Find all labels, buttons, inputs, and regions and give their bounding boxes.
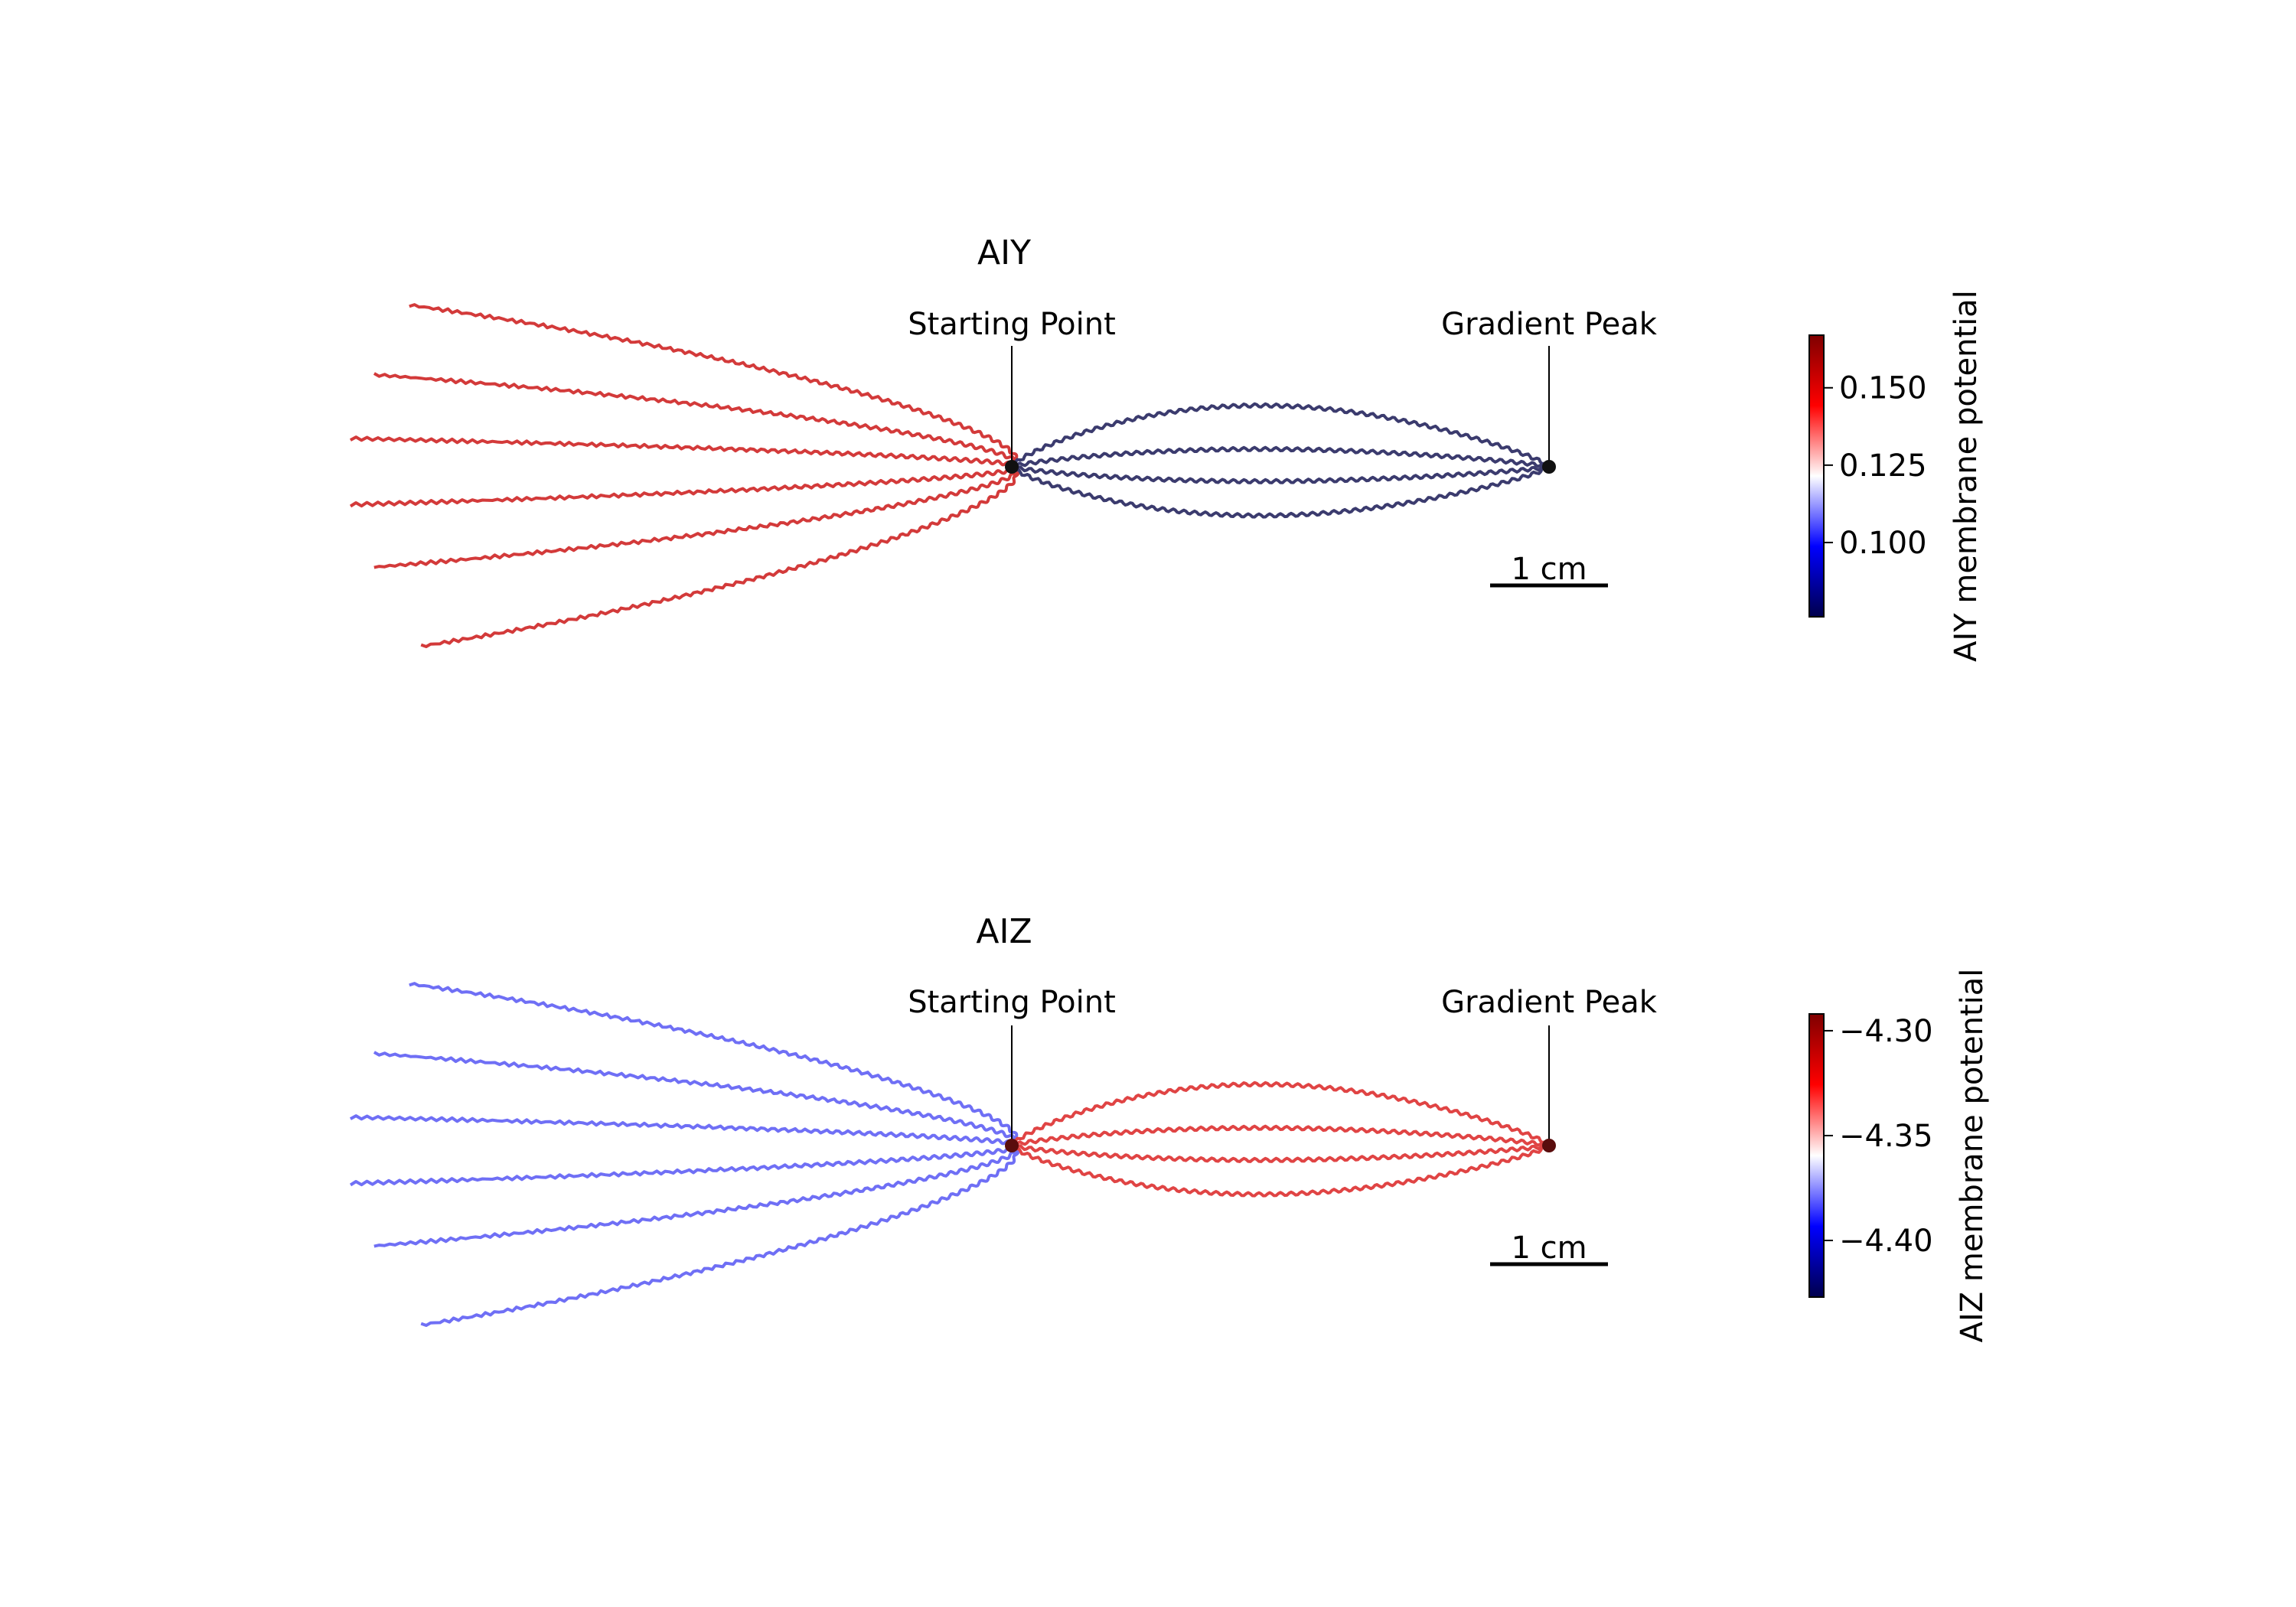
trajectory-away: [373, 465, 1019, 569]
start-point-marker: [1005, 460, 1019, 474]
colorbar: 0.100 0.125 0.150 AIY membrane potential: [1808, 290, 1984, 662]
trajectory-toward: [1011, 1124, 1546, 1149]
colorbar-tick-label: −4.30: [1839, 1014, 1933, 1049]
trajectory-toward: [1010, 466, 1545, 519]
colorbar-gradient: [1808, 334, 1825, 618]
peak-marker: [1542, 460, 1556, 474]
panel-title: AIZ: [976, 912, 1032, 951]
panel-aiz: AIZ Starting Point Gradient Peak 1 cm −4…: [349, 912, 1990, 1343]
start-annotation-label: Starting Point: [908, 985, 1116, 1020]
panel-title: AIY: [977, 233, 1031, 272]
trajectory-away: [409, 982, 1019, 1148]
trajectory-away: [373, 372, 1018, 469]
trajectory-toward: [1011, 402, 1545, 468]
trajectories-toward: [1010, 1081, 1546, 1198]
trajectory-away: [373, 1144, 1019, 1248]
trajectory-toward: [1010, 1145, 1545, 1198]
panel-aiy: AIY Starting Point Gradient Peak 1 cm 0.…: [349, 233, 1984, 662]
trajectories-toward: [1010, 402, 1546, 519]
peak-annotation-label: Gradient Peak: [1441, 307, 1658, 342]
trajectory-toward: [1011, 1081, 1545, 1147]
colorbar-tick-label: −4.35: [1839, 1119, 1933, 1154]
trajectory-away: [420, 1145, 1020, 1327]
peak-marker: [1542, 1139, 1556, 1152]
colorbar-label: AIZ membrane potential: [1955, 969, 1990, 1343]
colorbar-tick-label: −4.40: [1839, 1224, 1933, 1259]
trajectory-away: [373, 1051, 1018, 1148]
trajectories-away: [349, 982, 1020, 1327]
trajectory-away: [349, 435, 1019, 470]
colorbar-label: AIY membrane potential: [1949, 290, 1984, 662]
start-point-marker: [1005, 1139, 1019, 1152]
trajectory-toward: [1010, 464, 1545, 484]
scalebar-label: 1 cm: [1511, 1231, 1587, 1266]
colorbar-tick-label: 0.125: [1839, 448, 1927, 484]
trajectory-away: [409, 303, 1019, 469]
colorbar-gradient: [1808, 1013, 1825, 1298]
colorbar-tick-label: 0.150: [1839, 371, 1927, 406]
colorbar: −4.40 −4.35 −4.30 AIZ membrane potential: [1808, 969, 1990, 1343]
trajectory-away: [349, 1114, 1019, 1149]
trajectories-away: [349, 303, 1020, 648]
start-annotation-label: Starting Point: [908, 307, 1116, 342]
trajectory-away: [420, 466, 1020, 648]
trajectory-toward: [1010, 1143, 1545, 1163]
colorbar-tick-label: 0.100: [1839, 526, 1927, 561]
trajectory-toward: [1011, 445, 1546, 470]
peak-annotation-label: Gradient Peak: [1441, 985, 1658, 1020]
scalebar-label: 1 cm: [1511, 552, 1587, 587]
